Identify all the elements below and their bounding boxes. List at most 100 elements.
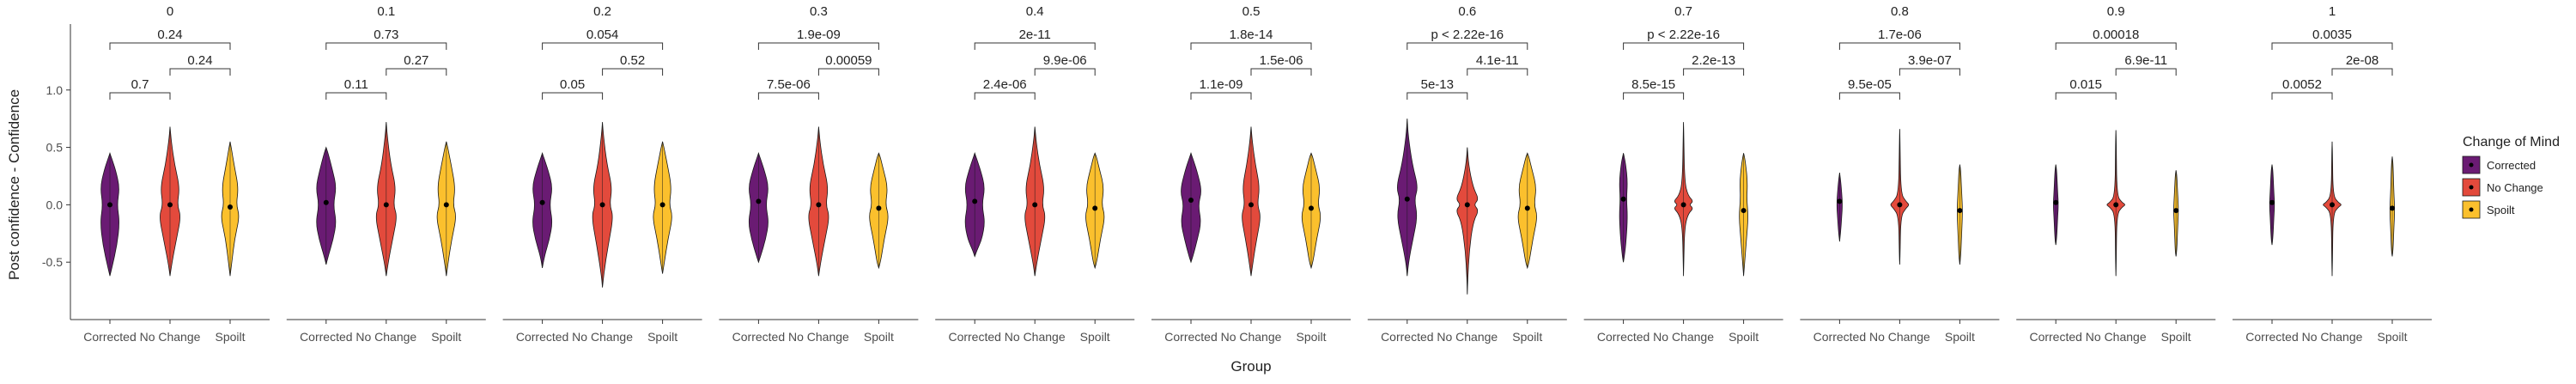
pvalue-bracket-corrected-spoilt-label: 0.24 <box>157 27 182 42</box>
median-point <box>1897 202 1903 208</box>
pvalue-bracket-nochange-spoilt-line <box>2115 68 2177 76</box>
pvalue-bracket-corrected-nochange-line <box>1623 92 1685 100</box>
pvalue-bracket-corrected-spoilt-label: 0.00018 <box>2093 27 2139 42</box>
median-point <box>228 204 233 210</box>
legend-label: No Change <box>2487 181 2543 194</box>
median-point <box>756 198 762 204</box>
median-point <box>1524 205 1530 211</box>
facet-title: 0.5 <box>1242 4 1261 19</box>
pvalue-bracket-corrected-nochange-line <box>2055 92 2117 100</box>
pvalue-bracket-corrected-spoilt-label: 0.73 <box>374 27 398 42</box>
x-tick-label: Spoilt <box>647 330 677 344</box>
x-tick-label: Spoilt <box>1080 330 1110 344</box>
pvalue-bracket-corrected-nochange-label: 9.5e-05 <box>1848 77 1892 92</box>
x-tick-label: Corrected <box>1164 330 1217 344</box>
pvalue-bracket-corrected-nochange-label: 0.0052 <box>2282 77 2322 92</box>
pvalue-bracket-corrected-nochange-label: 8.5e-15 <box>1631 77 1675 92</box>
x-tick-label: No Change <box>788 330 849 344</box>
pvalue-bracket-nochange-spoilt-label: 4.1e-11 <box>1476 53 1519 68</box>
pvalue-bracket-corrected-spoilt-line <box>1623 42 1745 50</box>
x-tick-label: No Change <box>1653 330 1714 344</box>
x-tick-label: Spoilt <box>864 330 894 344</box>
median-point <box>323 199 329 205</box>
facet-title: 0.3 <box>810 4 828 19</box>
x-tick-label: No Change <box>2086 330 2147 344</box>
y-tick-label: 1.0 <box>46 83 64 97</box>
x-tick-label: No Change <box>1005 330 1066 344</box>
legend-title: Change of Mind <box>2463 135 2560 149</box>
median-point <box>1309 205 1314 211</box>
median-point <box>1837 198 1843 204</box>
pvalue-bracket-corrected-spoilt-label: 1.7e-06 <box>1878 27 1922 42</box>
pvalue-bracket-corrected-spoilt-line <box>1406 42 1528 50</box>
pvalue-bracket-corrected-spoilt-label: 1.8e-14 <box>1230 27 1273 42</box>
median-point <box>383 202 389 208</box>
median-point <box>1032 202 1038 208</box>
x-tick-label: No Change <box>1437 330 1498 344</box>
pvalue-bracket-nochange-spoilt-line <box>1034 68 1096 76</box>
legend-label: Corrected <box>2487 159 2536 172</box>
pvalue-bracket-nochange-spoilt-line <box>602 68 664 76</box>
pvalue-bracket-corrected-nochange-line <box>542 92 604 100</box>
x-tick-label: Spoilt <box>1728 330 1759 344</box>
x-tick-label: Spoilt <box>431 330 461 344</box>
pvalue-bracket-corrected-spoilt-line <box>1838 42 1960 50</box>
median-point <box>1464 202 1470 208</box>
pvalue-bracket-corrected-nochange-label: 0.015 <box>2069 77 2102 92</box>
pvalue-bracket-corrected-spoilt-label: 1.9e-09 <box>797 27 841 42</box>
x-tick-label: Corrected <box>83 330 136 344</box>
median-point <box>2173 208 2179 214</box>
x-axis-title: Group <box>1230 358 1271 375</box>
median-point <box>2269 199 2275 205</box>
pvalue-bracket-nochange-spoilt-label: 1.5e-06 <box>1260 53 1303 68</box>
x-tick-label: Corrected <box>948 330 1000 344</box>
pvalue-bracket-corrected-nochange-label: 2.4e-06 <box>983 77 1027 92</box>
median-point <box>1092 205 1098 211</box>
median-point <box>1741 208 1747 214</box>
pvalue-bracket-nochange-spoilt-label: 0.27 <box>404 53 428 68</box>
median-point <box>2390 205 2395 211</box>
x-tick-label: No Change <box>355 330 416 344</box>
x-tick-label: No Change <box>1869 330 1930 344</box>
pvalue-bracket-corrected-spoilt-label: 0.054 <box>586 27 619 42</box>
pvalue-bracket-corrected-nochange-line <box>109 92 171 100</box>
median-point <box>599 202 605 208</box>
x-tick-label: No Change <box>572 330 633 344</box>
x-tick-label: Corrected <box>516 330 568 344</box>
legend-swatch-dot <box>2469 162 2474 168</box>
facet-title: 1 <box>2329 4 2336 19</box>
facet-title: 0 <box>167 4 173 19</box>
pvalue-bracket-corrected-nochange-line <box>1190 92 1252 100</box>
median-point <box>2113 202 2119 208</box>
median-point <box>1620 196 1626 202</box>
pvalue-bracket-corrected-spoilt-line <box>757 42 879 50</box>
pvalue-bracket-corrected-spoilt-label: p < 2.22e-16 <box>1431 27 1504 42</box>
median-point <box>539 199 545 205</box>
x-tick-label: Corrected <box>1814 330 1866 344</box>
y-tick-label: -0.5 <box>42 255 63 269</box>
y-tick-label: 0.5 <box>46 141 64 155</box>
pvalue-bracket-corrected-spoilt-line <box>2055 42 2177 50</box>
median-point <box>167 202 173 208</box>
median-point <box>1957 208 1963 214</box>
pvalue-bracket-nochange-spoilt-label: 0.00059 <box>825 53 872 68</box>
pvalue-bracket-corrected-nochange-label: 5e-13 <box>1421 77 1454 92</box>
pvalue-bracket-corrected-nochange-line <box>2271 92 2333 100</box>
median-point <box>659 202 665 208</box>
pvalue-bracket-corrected-nochange-label: 0.11 <box>344 77 368 92</box>
pvalue-bracket-corrected-spoilt-line <box>109 42 231 50</box>
pvalue-bracket-nochange-spoilt-label: 6.9e-11 <box>2124 53 2167 68</box>
pvalue-bracket-nochange-spoilt-label: 9.9e-06 <box>1043 53 1087 68</box>
facet-title: 0.2 <box>593 4 611 19</box>
x-tick-label: Spoilt <box>1296 330 1326 344</box>
pvalue-bracket-corrected-nochange-line <box>325 92 387 100</box>
pvalue-bracket-corrected-nochange-line <box>974 92 1036 100</box>
pvalue-bracket-nochange-spoilt-line <box>1899 68 1960 76</box>
median-point <box>1680 202 1686 208</box>
y-tick-label: 0.0 <box>46 198 64 211</box>
median-point <box>1249 202 1254 208</box>
legend-label: Spoilt <box>2487 204 2515 216</box>
median-point <box>2330 202 2335 208</box>
